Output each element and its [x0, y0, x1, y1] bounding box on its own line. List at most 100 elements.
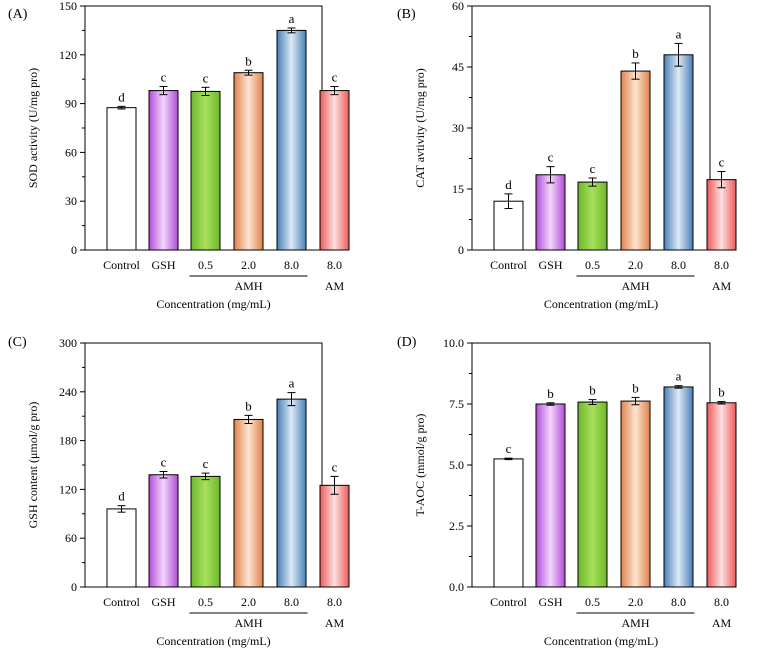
significance-letter: c — [332, 459, 338, 474]
bar-1 — [493, 200, 524, 251]
bar-1 — [493, 458, 524, 588]
significance-letter: a — [289, 376, 295, 391]
significance-letter: a — [289, 11, 295, 26]
bar-4 — [233, 418, 264, 588]
bar-5 — [276, 398, 307, 588]
significance-letter: c — [332, 70, 338, 85]
group-label-amh: AMH — [621, 616, 649, 630]
y-tick-label: 10.0 — [443, 336, 464, 350]
group-label-am: AM — [325, 616, 345, 630]
significance-letter: d — [118, 489, 125, 504]
x-tick-label: GSH — [151, 258, 175, 272]
y-tick-label: 2.5 — [449, 519, 464, 533]
bar-2 — [535, 403, 566, 588]
bar-6 — [319, 484, 350, 588]
y-axis-label: T-AOC (mmol/g pro) — [413, 414, 427, 517]
bar-3 — [577, 401, 608, 588]
x-tick-label: Control — [103, 595, 140, 609]
y-tick-label: 60 — [65, 531, 77, 545]
bar-4 — [620, 70, 651, 251]
bar-3 — [577, 181, 608, 251]
y-tick-label: 240 — [59, 385, 77, 399]
significance-letter: c — [203, 456, 209, 471]
x-tick-label: 0.5 — [585, 595, 600, 609]
x-tick-label: Control — [103, 258, 140, 272]
significance-letter: c — [590, 161, 596, 176]
y-tick-label: 180 — [59, 434, 77, 448]
x-tick-label: GSH — [538, 595, 562, 609]
y-tick-label: 150 — [59, 0, 77, 13]
y-tick-label: 60 — [452, 0, 464, 13]
x-tick-label: GSH — [151, 595, 175, 609]
bar-6 — [319, 90, 350, 251]
x-tick-label: 0.5 — [585, 258, 600, 272]
x-tick-label: 2.0 — [241, 595, 256, 609]
bar-5 — [276, 29, 307, 251]
x-axis-label: Concentration (mg/mL) — [156, 634, 270, 648]
panel-1: (A) 0 30 60 90 120 150 SOD activity (U/mg pro) d… — [8, 0, 350, 311]
bar-6 — [706, 402, 737, 588]
significance-letter: b — [718, 385, 725, 400]
group-label-am: AM — [325, 279, 345, 293]
group-label-amh: AMH — [234, 279, 262, 293]
significance-letter: c — [203, 70, 209, 85]
x-axis-label: Concentration (mg/mL) — [544, 297, 658, 311]
x-tick-label: 8.0 — [714, 595, 729, 609]
x-tick-label: Control — [490, 258, 527, 272]
bar-1 — [106, 107, 137, 251]
bar-1 — [106, 508, 137, 588]
y-tick-label: 120 — [59, 48, 77, 62]
significance-letter: d — [118, 89, 125, 104]
bar-6 — [706, 179, 737, 251]
x-axis-label: Concentration (mg/mL) — [156, 297, 270, 311]
bar-5 — [663, 54, 694, 251]
y-tick-label: 45 — [452, 60, 464, 74]
group-label-amh: AMH — [234, 616, 262, 630]
x-tick-label: 8.0 — [327, 258, 342, 272]
bar-4 — [233, 72, 264, 251]
significance-letter: c — [506, 441, 512, 456]
panel-2: (B) 0 15 30 45 60 CAT avtivity (U/mg pro) d Cont… — [397, 0, 737, 311]
x-tick-label: 8.0 — [714, 258, 729, 272]
significance-letter: c — [161, 70, 167, 85]
bar-2 — [148, 474, 179, 588]
y-tick-label: 60 — [65, 145, 77, 159]
significance-letter: d — [505, 177, 512, 192]
panel-3: (C) 0 60 120 180 240 300 GSH content (μmol/g pr… — [8, 335, 350, 648]
panel-label: (B) — [397, 7, 416, 22]
significance-letter: a — [676, 369, 682, 384]
panel-label: (A) — [8, 7, 28, 22]
y-tick-label: 7.5 — [449, 397, 464, 411]
y-tick-label: 5.0 — [449, 458, 464, 472]
x-tick-label: GSH — [538, 258, 562, 272]
y-tick-label: 0 — [71, 580, 77, 594]
x-tick-label: 8.0 — [327, 595, 342, 609]
x-tick-label: 8.0 — [284, 258, 299, 272]
significance-letter: b — [245, 53, 252, 68]
panel-4: (D) 0.0 2.5 5.0 7.5 10.0 T-AOC (mmol/g pro) c Co… — [397, 335, 737, 648]
bar-2 — [148, 90, 179, 251]
y-tick-label: 0 — [71, 243, 77, 257]
bar-5 — [663, 386, 694, 588]
x-tick-label: 0.5 — [198, 595, 213, 609]
y-tick-label: 300 — [59, 336, 77, 350]
x-tick-label: 8.0 — [671, 595, 686, 609]
y-tick-label: 90 — [65, 97, 77, 111]
x-tick-label: 2.0 — [241, 258, 256, 272]
panel-label: (D) — [397, 335, 417, 350]
significance-letter: c — [548, 150, 554, 165]
significance-letter: b — [632, 46, 639, 61]
y-tick-label: 0.0 — [449, 580, 464, 594]
y-axis-label: CAT avtivity (U/mg pro) — [413, 68, 427, 187]
y-tick-label: 120 — [59, 482, 77, 496]
group-label-amh: AMH — [621, 279, 649, 293]
significance-letter: b — [547, 386, 554, 401]
x-tick-label: 8.0 — [671, 258, 686, 272]
significance-letter: c — [161, 455, 167, 470]
group-label-am: AM — [712, 616, 732, 630]
y-tick-label: 30 — [65, 194, 77, 208]
bar-2 — [535, 174, 566, 251]
group-label-am: AM — [712, 279, 732, 293]
